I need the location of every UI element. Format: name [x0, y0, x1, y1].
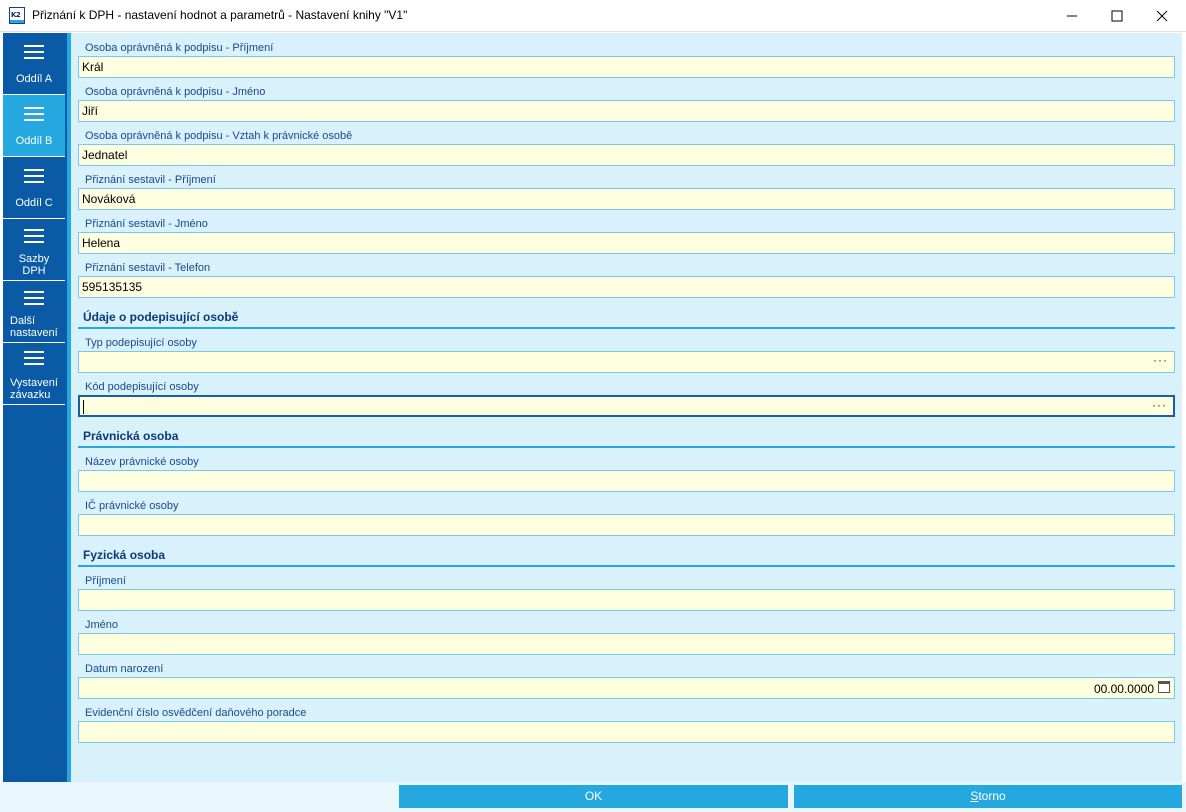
- cancel-button[interactable]: Storno: [794, 785, 1182, 808]
- sidebar-divider: [67, 33, 71, 782]
- menu-icon: [24, 291, 44, 305]
- field-label-advisor-cert: Evidenční číslo osvědčení daňového porad…: [85, 707, 307, 719]
- section-divider: [78, 565, 1175, 567]
- app-icon: K2: [9, 7, 25, 24]
- form-panel: Osoba oprávněná k podpisu - Příjmení Krá…: [71, 33, 1182, 782]
- menu-icon: [24, 351, 44, 365]
- sidebar-item-oddil-b[interactable]: Oddíl B: [3, 95, 65, 157]
- birth-date-input[interactable]: 00.00.0000: [78, 677, 1175, 699]
- sidebar-item-label: Oddíl C: [15, 197, 53, 209]
- sidebar-item-label: Oddíl A: [15, 73, 53, 85]
- section-divider: [78, 446, 1175, 448]
- section-divider: [78, 327, 1175, 329]
- sidebar-item-oddil-c[interactable]: Oddíl C: [3, 157, 65, 219]
- minimize-icon: [1067, 15, 1077, 16]
- field-label-preparer-phone: Přiznání sestavil - Telefon: [85, 262, 211, 274]
- field-label-signer-type: Typ podepisující osoby: [85, 337, 197, 349]
- preparer-surname-input[interactable]: Nováková: [78, 188, 1175, 210]
- close-icon: [1156, 10, 1168, 21]
- sidebar-item-dalsi-nastaveni[interactable]: Další nastavení: [3, 281, 65, 343]
- text-caret: [83, 400, 84, 414]
- sidebar: Oddíl A Oddíl B Oddíl C Sazby DPH Další …: [3, 33, 67, 782]
- button-bar: OK Storno: [0, 782, 1186, 812]
- cancel-label-rest: torno: [978, 789, 1006, 803]
- menu-icon: [24, 107, 44, 121]
- natural-name-input[interactable]: [78, 633, 1175, 655]
- field-label-signer-name: Osoba oprávněná k podpisu - Jméno: [85, 86, 266, 98]
- minimize-button[interactable]: [1049, 0, 1095, 31]
- field-label-natural-name: Jméno: [85, 619, 119, 631]
- advisor-cert-input[interactable]: [78, 721, 1175, 743]
- sidebar-item-label: Oddíl B: [15, 135, 53, 147]
- title-bar: K2 Přiznání k DPH - nastavení hodnot a p…: [0, 0, 1186, 32]
- ellipsis-button[interactable]: ···: [1152, 398, 1167, 412]
- close-button[interactable]: [1139, 0, 1185, 31]
- legal-ic-input[interactable]: [78, 514, 1175, 536]
- sidebar-item-label: Sazby DPH: [18, 253, 50, 277]
- section-title-natural: Fyzická osoba: [83, 548, 166, 562]
- maximize-button[interactable]: [1094, 0, 1140, 31]
- field-label-preparer-name: Přiznání sestavil - Jméno: [85, 218, 208, 230]
- signer-name-input[interactable]: Jiří: [78, 100, 1175, 122]
- menu-icon: [24, 229, 44, 243]
- sidebar-item-oddil-a[interactable]: Oddíl A: [3, 33, 65, 95]
- signer-relation-input[interactable]: Jednatel: [78, 144, 1175, 166]
- field-label-signer-surname: Osoba oprávněná k podpisu - Příjmení: [85, 42, 274, 54]
- app-icon-text: K2: [11, 11, 21, 19]
- section-title-legal: Právnická osoba: [83, 429, 179, 443]
- field-label-legal-name: Název právnické osoby: [85, 456, 199, 468]
- field-label-signer-relation: Osoba oprávněná k podpisu - Vztah k práv…: [85, 130, 353, 142]
- window-title: Přiznání k DPH - nastavení hodnot a para…: [32, 8, 408, 22]
- sidebar-item-label: Další nastavení: [10, 315, 58, 339]
- calendar-icon[interactable]: [1158, 681, 1170, 693]
- preparer-phone-input[interactable]: 595135135: [78, 276, 1175, 298]
- section-title-signer: Údaje o podepisující osobě: [83, 310, 239, 324]
- signer-type-input[interactable]: ···: [78, 351, 1175, 373]
- signer-code-input[interactable]: ···: [78, 395, 1175, 417]
- sidebar-item-vystaveni-zavazku[interactable]: Vystavení závazku: [3, 343, 65, 405]
- preparer-name-input[interactable]: Helena: [78, 232, 1175, 254]
- signer-surname-input[interactable]: Král: [78, 56, 1175, 78]
- field-label-natural-surname: Příjmení: [85, 575, 126, 587]
- field-label-signer-code: Kód podepisující osoby: [85, 381, 199, 393]
- ellipsis-button[interactable]: ···: [1153, 353, 1168, 367]
- legal-name-input[interactable]: [78, 470, 1175, 492]
- field-label-birth-date: Datum narození: [85, 663, 164, 675]
- sidebar-item-sazby-dph[interactable]: Sazby DPH: [3, 219, 65, 281]
- ok-button[interactable]: OK: [399, 785, 788, 808]
- menu-icon: [24, 45, 44, 59]
- natural-surname-input[interactable]: [78, 589, 1175, 611]
- maximize-icon: [1111, 10, 1123, 21]
- cancel-accesskey: S: [970, 789, 979, 803]
- field-label-preparer-surname: Přiznání sestavil - Příjmení: [85, 174, 216, 186]
- menu-icon: [24, 169, 44, 183]
- sidebar-item-label: Vystavení závazku: [10, 377, 58, 401]
- field-label-legal-ic: IČ právnické osoby: [85, 500, 179, 512]
- birth-date-value: 00.00.0000: [1093, 682, 1154, 696]
